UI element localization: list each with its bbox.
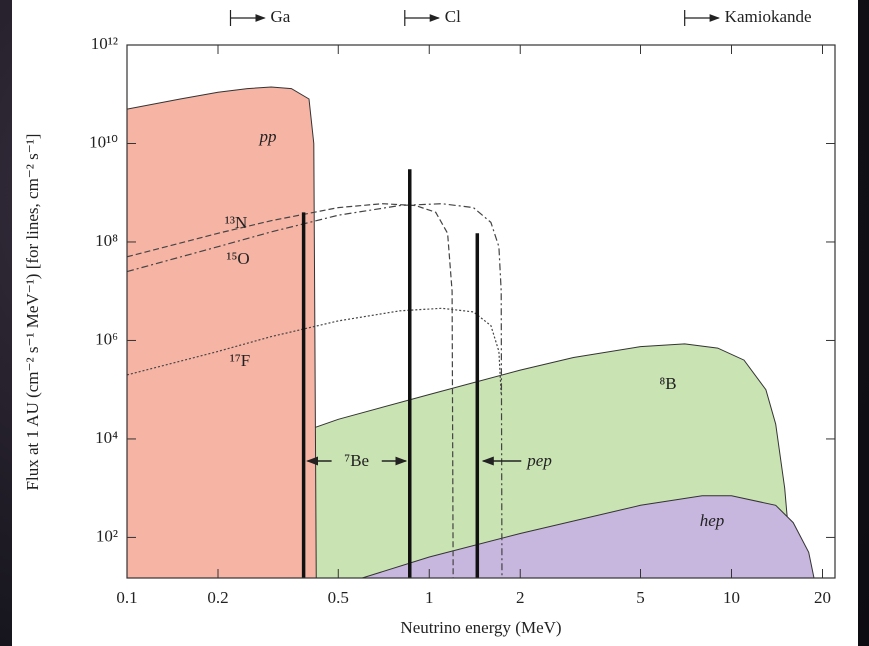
line-label: pep xyxy=(526,451,552,470)
x-tick-label: 0.1 xyxy=(116,588,137,607)
x-tick-label: 2 xyxy=(516,588,525,607)
x-tick-label: 0.2 xyxy=(207,588,228,607)
x-tick-label: 0.5 xyxy=(328,588,349,607)
x-tick-label: 10 xyxy=(723,588,740,607)
y-tick-label: 10⁶ xyxy=(95,329,118,348)
series-label: ⁸B xyxy=(659,374,676,393)
x-tick-label: 1 xyxy=(425,588,434,607)
threshold-label: Ga xyxy=(270,7,290,26)
threshold-label: Kamiokande xyxy=(725,7,812,26)
y-tick-label: 10¹⁰ xyxy=(89,132,118,151)
x-tick-label: 5 xyxy=(636,588,645,607)
y-tick-label: 10² xyxy=(96,526,118,545)
line-label: ⁷Be xyxy=(344,451,369,470)
y-tick-label: 10⁸ xyxy=(95,231,118,250)
series-label: ¹⁵O xyxy=(226,249,249,268)
y-axis-label: Flux at 1 AU (cm⁻² s⁻¹ MeV⁻¹) [for lines… xyxy=(23,134,42,491)
page: Neutrino energy (MeV) Flux at 1 AU (cm⁻²… xyxy=(0,0,869,646)
chart: Neutrino energy (MeV) Flux at 1 AU (cm⁻²… xyxy=(0,0,869,646)
series-label: ¹³N xyxy=(225,213,247,232)
series-label: pp xyxy=(259,127,277,146)
threshold-label: Cl xyxy=(445,7,461,26)
series-label: ¹⁷F xyxy=(230,351,250,370)
area xyxy=(127,87,316,587)
y-tick-label: 10¹² xyxy=(91,34,118,53)
series-label: hep xyxy=(700,511,725,530)
x-axis-label: Neutrino energy (MeV) xyxy=(400,618,561,637)
y-tick-label: 10⁴ xyxy=(95,428,118,447)
x-tick-label: 20 xyxy=(814,588,831,607)
